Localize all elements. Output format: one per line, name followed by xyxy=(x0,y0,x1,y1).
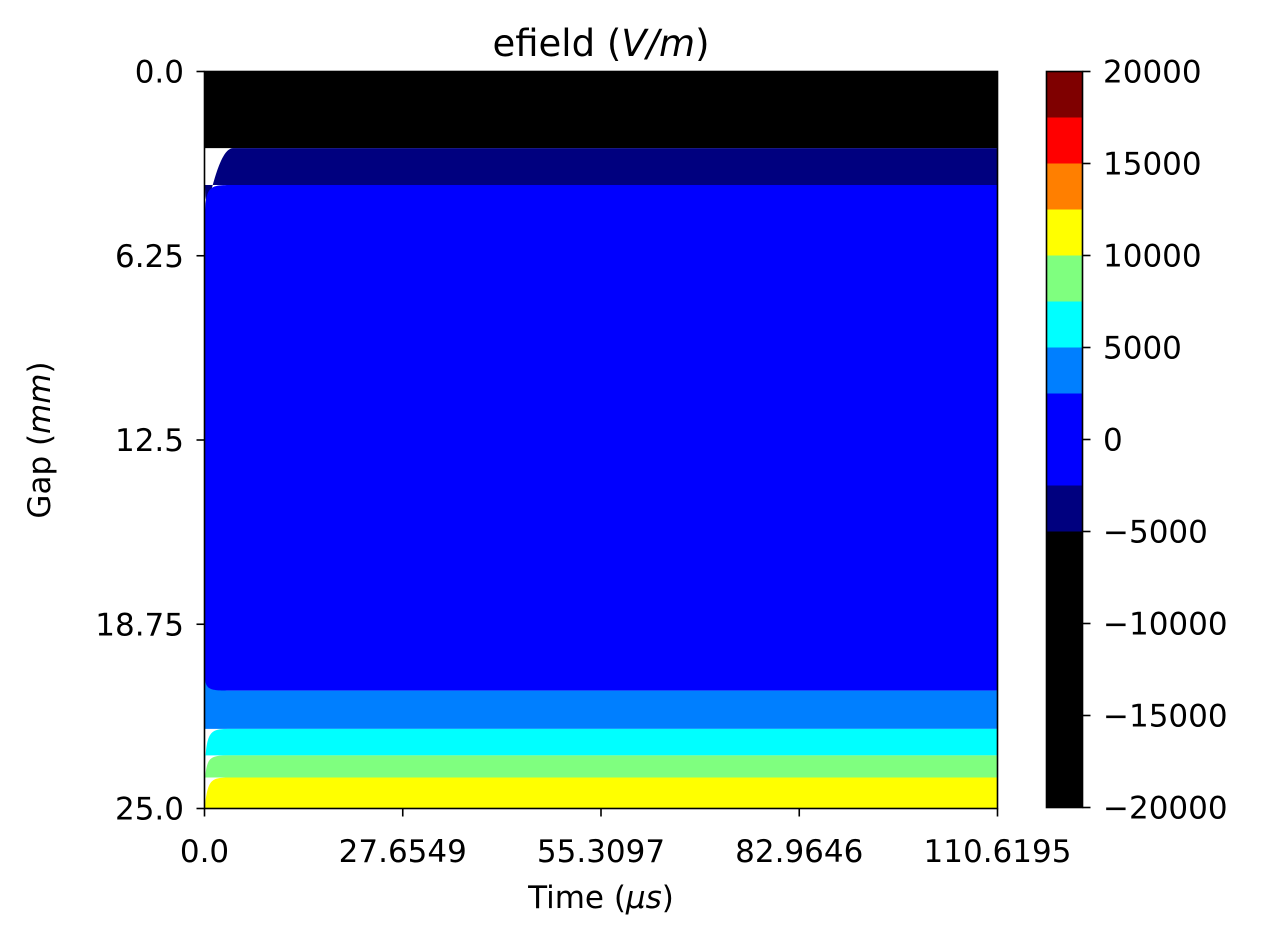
y-axis: 0.0 6.25 12.5 18.75 25.0 xyxy=(95,55,205,828)
contour-band-navy xyxy=(204,148,998,202)
x-tick-label: 110.6195 xyxy=(924,834,1072,870)
x-axis: 0.0 27.6549 55.3097 82.9646 110.6195 xyxy=(180,808,1072,870)
chart-title: efield (V/m) xyxy=(492,22,709,65)
contour-band-yellow xyxy=(204,777,998,809)
y-tick-label: 0.0 xyxy=(135,55,184,91)
contour-band-black xyxy=(204,71,998,149)
colorbar-segment xyxy=(1046,393,1083,486)
colorbar-segment xyxy=(1046,485,1083,532)
contour-bands xyxy=(204,71,998,809)
colorbar-tick-label: 15000 xyxy=(1103,147,1202,183)
colorbar: 20000 15000 10000 5000 0 −5000 −10000 −15000 −20… xyxy=(1045,55,1228,827)
colorbar-segment xyxy=(1046,71,1083,118)
colorbar-tick-label: −20000 xyxy=(1103,791,1228,827)
y-tick-label: 25.0 xyxy=(115,792,184,828)
contour-band-cyan xyxy=(204,728,998,774)
colorbar-segment xyxy=(1046,163,1083,210)
colorbar-tick-label: −15000 xyxy=(1103,699,1228,735)
colorbar-tick-label: 10000 xyxy=(1103,239,1202,275)
colorbar-segment xyxy=(1046,531,1083,808)
colorbar-segment xyxy=(1046,209,1083,256)
colorbar-tick-label: 0 xyxy=(1103,423,1123,459)
colorbar-segment xyxy=(1046,255,1083,302)
y-axis-label: Gap (mm) xyxy=(22,361,58,518)
y-tick-label: 18.75 xyxy=(95,607,184,643)
contour-band-blue xyxy=(204,184,998,691)
y-tick-label: 6.25 xyxy=(115,239,184,275)
y-tick-label: 12.5 xyxy=(115,423,184,459)
x-tick-label: 0.0 xyxy=(180,834,229,870)
colorbar-segment xyxy=(1046,117,1083,164)
x-tick-label: 55.3097 xyxy=(537,834,665,870)
x-axis-label: Time (μs) xyxy=(527,880,674,916)
x-tick-label: 82.9646 xyxy=(735,834,863,870)
colorbar-tick-label: 5000 xyxy=(1103,331,1182,367)
colorbar-tick-label: 20000 xyxy=(1103,55,1202,91)
colorbar-tick-label: −5000 xyxy=(1103,515,1208,551)
colorbar-segment xyxy=(1046,347,1083,394)
colorbar-tick-label: −10000 xyxy=(1103,607,1228,643)
contour-band-azure xyxy=(204,674,998,729)
colorbar-segment xyxy=(1046,301,1083,348)
x-tick-label: 27.6549 xyxy=(339,834,467,870)
